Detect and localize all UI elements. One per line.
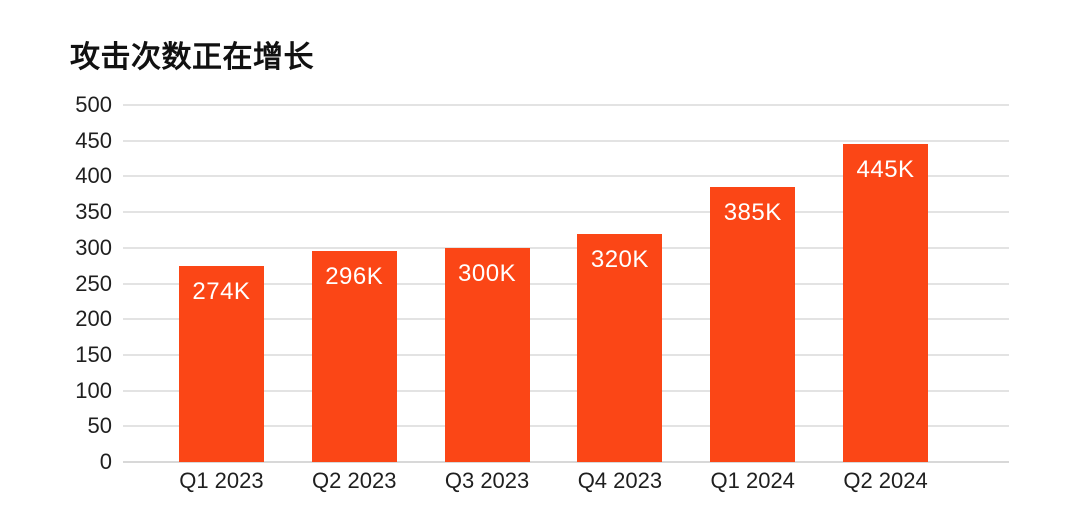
y-tick-label: 450 <box>75 127 112 153</box>
bar-value-label: 274K <box>192 278 251 306</box>
bar-slot: 296K <box>288 105 421 462</box>
bar-slot: 385K <box>686 105 819 462</box>
x-tick-label: Q1 2023 <box>179 468 264 493</box>
y-tick-label: 400 <box>75 163 112 189</box>
bar-value-label: 445K <box>856 156 915 184</box>
x-tick-label: Q1 2024 <box>710 468 795 493</box>
y-tick-label: 50 <box>87 413 112 439</box>
x-tick-label: Q4 2023 <box>577 468 663 493</box>
y-tick-label: 250 <box>75 270 112 296</box>
bar-slot: 445K <box>819 105 952 462</box>
gridline <box>123 425 1009 428</box>
gridline <box>123 139 1009 142</box>
gridline <box>123 246 1009 249</box>
bar-value-label: 296K <box>325 262 384 290</box>
bar: 274K <box>178 266 264 462</box>
bar: 385K <box>710 187 796 462</box>
gridline <box>123 353 1009 356</box>
x-axis: Q1 2023 Q2 2023 Q3 2023 Q4 2023 Q1 2024 Q2 20… <box>123 468 1009 494</box>
bar: 296K <box>311 250 397 462</box>
gridline <box>123 211 1009 214</box>
bar-value-label: 385K <box>723 199 782 227</box>
y-tick-label: 200 <box>75 306 112 332</box>
y-tick-label: 500 <box>75 92 112 117</box>
y-tick-label: 150 <box>75 341 112 367</box>
bar-slot: 300K <box>421 105 554 462</box>
gridline <box>123 461 1009 463</box>
gridline <box>123 389 1009 392</box>
bars-container: 274K 296K 300K 320K 385K 445K <box>123 105 1009 462</box>
bar-slot: 320K <box>553 105 686 462</box>
bar: 300K <box>444 247 530 462</box>
y-tick-label: 350 <box>75 199 112 225</box>
x-tick-label: Q2 2023 <box>312 468 397 493</box>
gridline <box>123 282 1009 285</box>
x-tick-label: Q2 2024 <box>843 468 928 493</box>
plot-area: 274K 296K 300K 320K 385K 445K <box>123 104 1009 463</box>
gridline <box>123 104 1009 106</box>
y-tick-label: 300 <box>75 234 112 260</box>
bar-slot: 274K <box>155 105 288 462</box>
gridline <box>123 318 1009 321</box>
y-tick-label: 0 <box>99 449 112 474</box>
gridline <box>123 175 1009 178</box>
y-axis: 0 50 100 150 200 250 300 350 400 450 500 <box>40 94 112 473</box>
y-tick-label: 100 <box>75 377 112 403</box>
bar-value-label: 300K <box>458 259 517 287</box>
bar-value-label: 320K <box>590 245 649 273</box>
bar: 320K <box>577 233 663 462</box>
bar: 445K <box>843 144 929 462</box>
x-tick-label: Q3 2023 <box>444 468 530 493</box>
chart-title: 攻击次数正在增长 <box>70 41 314 74</box>
